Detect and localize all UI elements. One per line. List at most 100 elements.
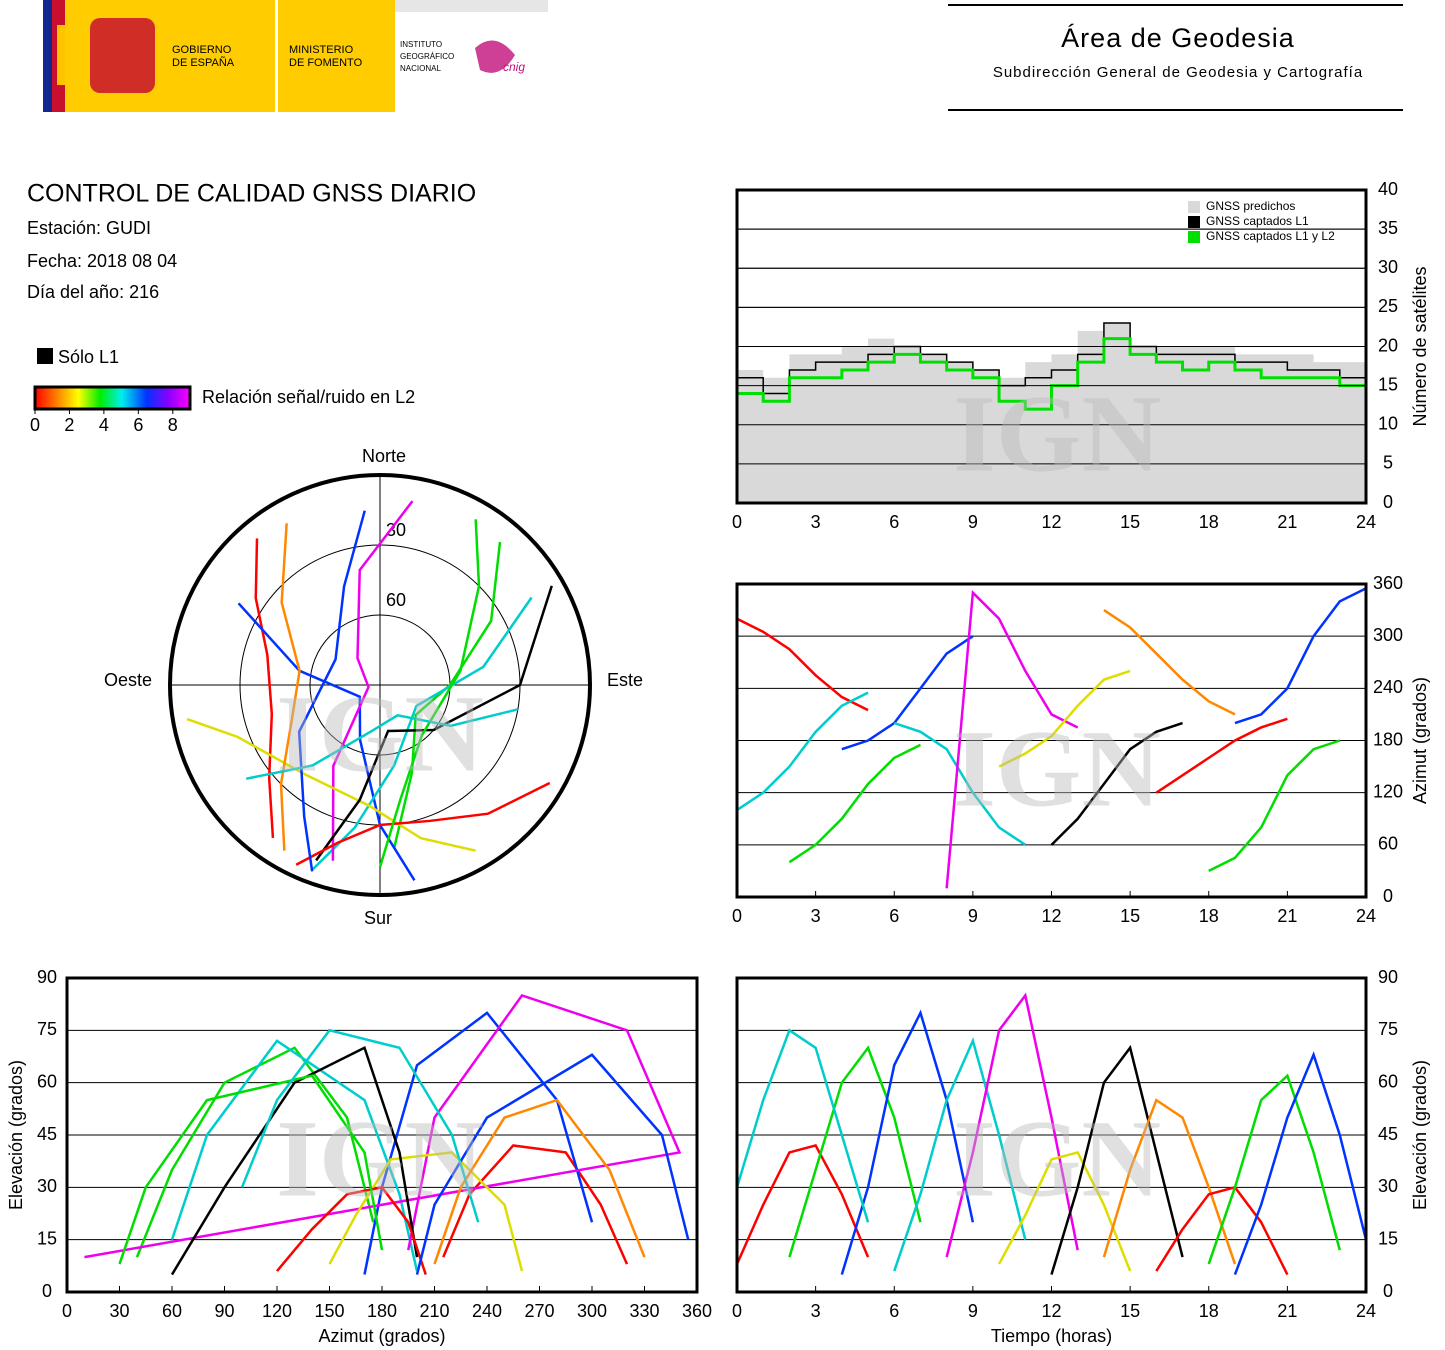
x-tick-label: 240	[472, 1301, 502, 1321]
colorbar-tick-label: 8	[168, 415, 178, 435]
watermark: IGN	[953, 372, 1161, 494]
x-tick-label: 18	[1199, 512, 1219, 532]
y-tick-label: 75	[1378, 1019, 1398, 1039]
satellite-track	[735, 1028, 870, 1223]
satellite-track	[442, 1144, 629, 1265]
plot-frame	[735, 976, 1368, 1294]
instituto-text: NACIONAL	[400, 64, 441, 73]
y-tick-label: 45	[1378, 1124, 1398, 1144]
satellite-track	[186, 717, 476, 852]
x-tick-label: 24	[1356, 512, 1376, 532]
satellite-track	[170, 1046, 419, 1276]
x-tick-label: 21	[1277, 906, 1297, 926]
satellite-track	[1155, 1185, 1289, 1276]
x-tick-label: 9	[968, 512, 978, 532]
satellite-track	[254, 538, 275, 838]
satellite-track	[363, 1011, 594, 1275]
satellite-track	[893, 721, 1026, 846]
satellite-track	[840, 1009, 975, 1275]
satellite-track	[279, 523, 301, 851]
satellite-track	[331, 500, 414, 861]
y-tick-label: 60	[1378, 834, 1398, 854]
ring-label: 30	[386, 520, 406, 540]
legend-swatch	[1188, 201, 1200, 213]
y-tick-label: 75	[37, 1019, 57, 1039]
x-tick-label: 90	[214, 1301, 234, 1321]
x-tick-label: 300	[577, 1301, 607, 1321]
y-tick-label: 0	[1383, 492, 1393, 512]
x-axis-label: Azimut (grados)	[318, 1326, 445, 1346]
satellite-track	[328, 1151, 524, 1272]
x-tick-label: 30	[109, 1301, 129, 1321]
ring-label: 60	[386, 590, 406, 610]
y-tick-label: 30	[1378, 1176, 1398, 1196]
y-axis-label: Elevación (grados)	[1410, 1060, 1430, 1210]
x-tick-label: 3	[811, 512, 821, 532]
satellite-track	[998, 669, 1131, 768]
watermark: IGN	[953, 1097, 1161, 1219]
satellite-track	[945, 589, 1079, 889]
satellite-track	[1207, 1073, 1341, 1265]
south: Sur	[364, 908, 392, 928]
y-tick-label: 15	[1378, 374, 1398, 394]
satellite-track	[1234, 587, 1367, 725]
x-tick-label: 0	[732, 906, 742, 926]
y-tick-label: 20	[1378, 335, 1398, 355]
ministerio-block	[278, 0, 395, 112]
satellite-track	[1208, 739, 1341, 873]
satellite-track	[997, 1150, 1132, 1272]
y-tick-label: 180	[1373, 729, 1403, 749]
x-tick-label: 60	[162, 1301, 182, 1321]
solo-l1-swatch	[37, 348, 53, 364]
x-tick-label: 15	[1120, 1301, 1140, 1321]
y-tick-label: 30	[1378, 257, 1398, 277]
count-line	[737, 337, 1368, 411]
x-tick-label: 6	[889, 1301, 899, 1321]
x-tick-label: 12	[1041, 906, 1061, 926]
horizon	[168, 473, 592, 897]
y-tick-label: 90	[37, 967, 57, 987]
x-axis-label: Tiempo (horas)	[991, 1326, 1112, 1346]
y-tick-label: 15	[37, 1228, 57, 1248]
colorbar-tick-label: 6	[133, 415, 143, 435]
legend-swatch	[1188, 216, 1200, 228]
colorbar-tick-label: 4	[99, 415, 109, 435]
colorbar	[33, 385, 192, 411]
east: Este	[607, 670, 643, 690]
satellite-track	[736, 617, 869, 712]
flag-yellow	[57, 25, 65, 85]
x-tick-label: 0	[62, 1301, 72, 1321]
cnig-text: cnig	[503, 60, 525, 74]
x-tick-label: 0	[732, 512, 742, 532]
y-tick-label: 90	[1378, 967, 1398, 987]
x-tick-label: 3	[811, 1301, 821, 1321]
count-line	[737, 322, 1367, 395]
x-tick-label: 15	[1120, 906, 1140, 926]
satellite-track	[393, 541, 502, 848]
satellite-track	[735, 1144, 870, 1265]
satellite-track	[295, 781, 551, 866]
satellite-track	[1155, 717, 1288, 794]
logos	[43, 0, 1403, 112]
x-tick-label: 24	[1356, 1301, 1376, 1321]
x-tick-label: 9	[968, 1301, 978, 1321]
satellite-track	[240, 1028, 480, 1223]
satellite-track	[297, 510, 366, 872]
x-tick-label: 0	[732, 1301, 742, 1321]
colorbar-label: Relación señal/ruido en L2	[202, 387, 415, 407]
y-tick-label: 45	[37, 1124, 57, 1144]
y-tick-label: 35	[1378, 218, 1398, 238]
legend-label: GNSS captados L1 y L2	[1206, 229, 1335, 243]
west: Oeste	[104, 670, 152, 690]
y-tick-label: 30	[37, 1176, 57, 1196]
watermark: IGN	[276, 1097, 484, 1219]
solo-l1-label: Sólo L1	[58, 347, 119, 367]
x-tick-label: 12	[1041, 512, 1061, 532]
y-axis-label: Azimut (grados)	[1410, 677, 1430, 804]
instituto-text: GEOGRÁFICO	[400, 52, 454, 61]
x-tick-label: 9	[968, 906, 978, 926]
x-tick-label: 6	[889, 906, 899, 926]
satellite-track	[788, 743, 922, 864]
